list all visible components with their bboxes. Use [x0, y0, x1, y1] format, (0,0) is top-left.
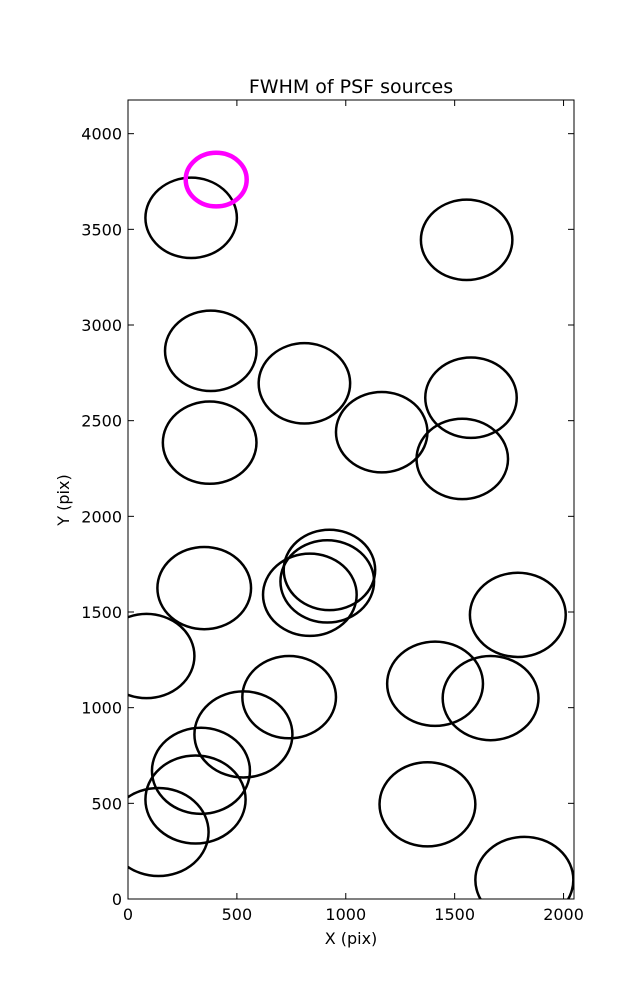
plot-frame [127, 99, 575, 900]
source-marker [334, 390, 429, 474]
source-marker [415, 417, 510, 501]
source-marker [468, 571, 567, 659]
source-marker [419, 198, 514, 282]
x-tick-label: 1500 [434, 905, 475, 924]
source-marker [378, 760, 477, 848]
x-tick-label: 500 [222, 905, 253, 924]
y-tick-label: 3000 [81, 316, 122, 335]
source-marker [282, 528, 377, 612]
y-tick-label: 0 [112, 890, 122, 909]
source-marker [385, 640, 485, 728]
source-marker [261, 552, 358, 638]
source-marker [279, 539, 376, 624]
source-marker [128, 612, 196, 700]
highlight-source-marker [183, 150, 249, 209]
source-marker [156, 545, 253, 631]
y-tick-label: 2500 [81, 412, 122, 431]
source-marker [424, 356, 518, 440]
y-tick-label: 4000 [81, 125, 122, 144]
x-tick-label: 2000 [543, 905, 584, 924]
y-tick-label: 500 [91, 794, 122, 813]
source-marker [474, 835, 574, 899]
y-tick-label: 1000 [81, 699, 122, 718]
source-marker [241, 654, 338, 740]
y-tick-label: 3500 [81, 220, 122, 239]
source-marker [144, 754, 247, 845]
source-marker [150, 726, 252, 816]
x-axis: 0 500 1000 1500 2000 [123, 100, 584, 924]
source-marker [144, 176, 239, 260]
x-tick-label: 1000 [325, 905, 366, 924]
y-tick-label: 2000 [81, 507, 122, 526]
source-marker [193, 690, 294, 779]
source-marker [163, 309, 258, 393]
chart-title: FWHM of PSF sources [249, 76, 453, 98]
x-tick-label: 0 [123, 905, 133, 924]
x-axis-label: X (pix) [325, 929, 378, 948]
plot-markers [128, 150, 574, 899]
source-marker [257, 341, 352, 425]
y-axis: 0 500 1000 1500 2000 2500 3000 3500 4000 [81, 125, 574, 909]
source-marker [161, 400, 258, 486]
source-marker [441, 654, 540, 742]
y-tick-label: 1500 [81, 603, 122, 622]
source-marker [128, 786, 210, 878]
y-axis-label: Y (pix) [54, 474, 73, 526]
